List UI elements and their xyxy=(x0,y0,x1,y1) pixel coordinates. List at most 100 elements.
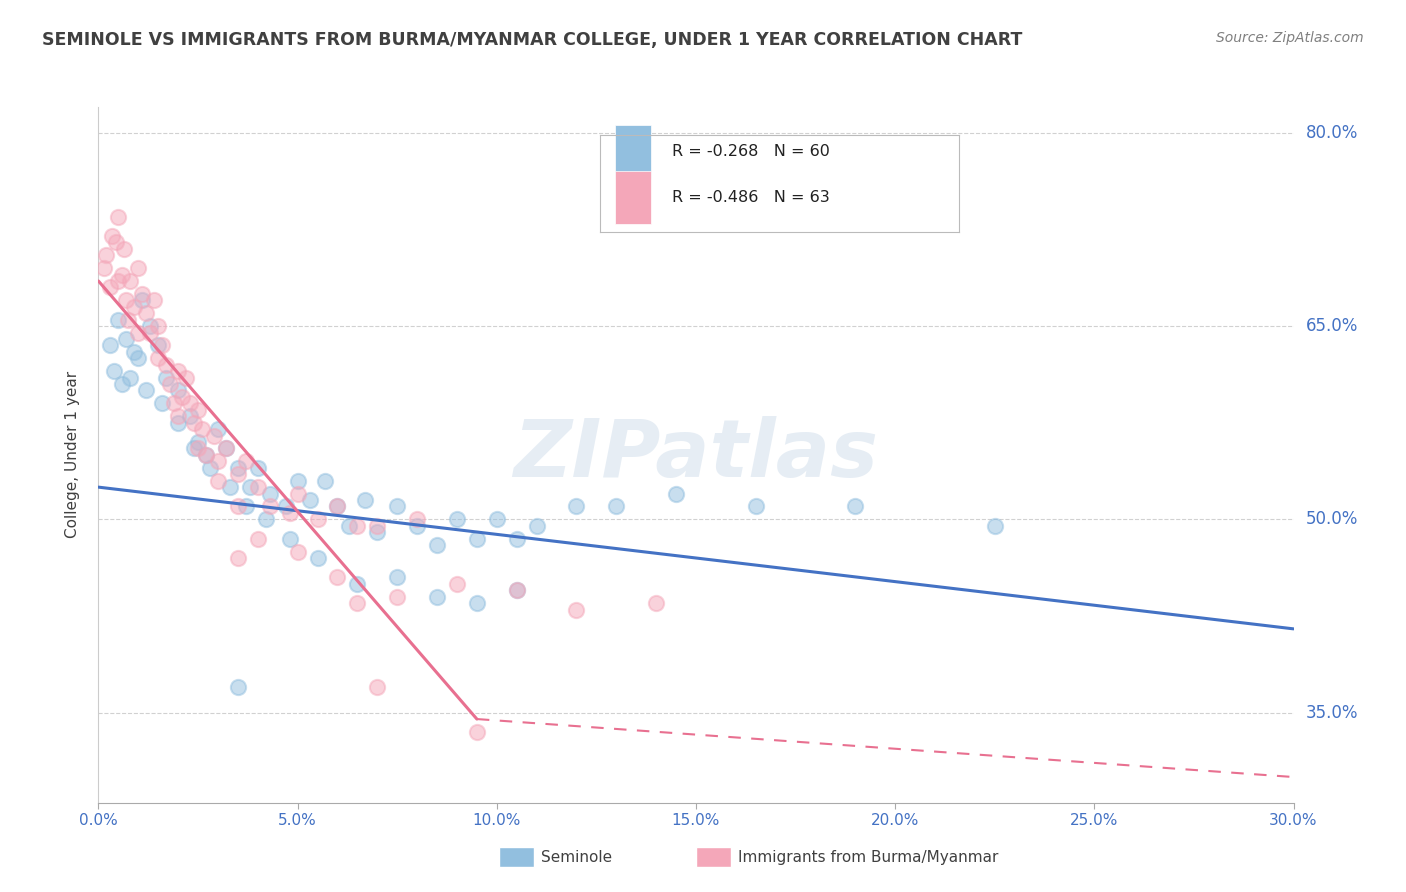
Point xyxy=(235,500,257,514)
Point xyxy=(506,583,529,598)
Point xyxy=(226,467,249,482)
Point xyxy=(172,390,194,404)
Text: ZIPatlas: ZIPatlas xyxy=(513,416,879,494)
Point xyxy=(565,602,588,616)
Point xyxy=(226,460,249,475)
Point xyxy=(148,351,170,366)
Point xyxy=(111,377,134,392)
Point xyxy=(506,532,529,546)
Point xyxy=(235,454,257,468)
Point xyxy=(159,377,181,392)
Point xyxy=(346,596,368,610)
Point xyxy=(120,274,142,288)
Point xyxy=(148,319,170,334)
Point xyxy=(465,596,488,610)
Point xyxy=(745,500,768,514)
Point xyxy=(665,486,688,500)
Point xyxy=(278,506,301,520)
Point xyxy=(167,416,190,430)
Point xyxy=(187,402,209,417)
Point xyxy=(195,448,218,462)
Text: Seminole: Seminole xyxy=(541,850,613,864)
Point xyxy=(239,480,262,494)
Point xyxy=(120,370,142,384)
Point xyxy=(366,518,388,533)
Point xyxy=(406,512,429,526)
Point xyxy=(167,409,190,424)
Point xyxy=(195,448,218,462)
Point xyxy=(226,680,249,694)
Point xyxy=(254,512,277,526)
Text: 65.0%: 65.0% xyxy=(1305,317,1358,335)
Point xyxy=(226,551,249,566)
Point xyxy=(148,338,170,352)
Point xyxy=(115,332,138,346)
Point xyxy=(101,228,124,243)
Point xyxy=(385,590,409,604)
Point xyxy=(307,551,329,566)
Point xyxy=(406,518,429,533)
Point xyxy=(179,409,201,424)
Point xyxy=(183,442,205,456)
Point xyxy=(983,518,1005,533)
Point xyxy=(150,396,173,410)
Point xyxy=(485,512,508,526)
Point xyxy=(287,486,309,500)
Point xyxy=(326,500,349,514)
Point xyxy=(207,454,229,468)
Point xyxy=(139,319,162,334)
Point xyxy=(385,570,409,584)
Point xyxy=(98,280,122,294)
Point xyxy=(298,493,321,508)
Point xyxy=(215,442,238,456)
Text: Source: ZipAtlas.com: Source: ZipAtlas.com xyxy=(1216,31,1364,45)
Point xyxy=(187,435,209,450)
Point xyxy=(565,500,588,514)
Point xyxy=(287,474,309,488)
Point xyxy=(131,293,153,308)
Point xyxy=(174,370,197,384)
Point xyxy=(226,500,249,514)
Point xyxy=(124,300,146,314)
Point xyxy=(326,570,349,584)
Point xyxy=(155,358,177,372)
Point xyxy=(131,286,153,301)
Point xyxy=(526,518,548,533)
Text: 35.0%: 35.0% xyxy=(1305,704,1358,722)
Point xyxy=(844,500,866,514)
Point xyxy=(219,480,242,494)
Point xyxy=(278,532,301,546)
Point xyxy=(103,364,125,378)
Point xyxy=(605,500,627,514)
Point xyxy=(274,500,297,514)
Point xyxy=(150,338,173,352)
Text: SEMINOLE VS IMMIGRANTS FROM BURMA/MYANMAR COLLEGE, UNDER 1 YEAR CORRELATION CHAR: SEMINOLE VS IMMIGRANTS FROM BURMA/MYANMA… xyxy=(42,31,1022,49)
Point xyxy=(446,576,468,591)
Text: 50.0%: 50.0% xyxy=(1305,510,1358,528)
Point xyxy=(465,725,488,739)
Point xyxy=(346,518,368,533)
Text: 80.0%: 80.0% xyxy=(1305,124,1358,142)
Point xyxy=(446,512,468,526)
Point xyxy=(111,268,134,282)
Point xyxy=(287,544,309,558)
Point xyxy=(167,384,190,398)
Point xyxy=(124,344,146,359)
Text: Immigrants from Burma/Myanmar: Immigrants from Burma/Myanmar xyxy=(738,850,998,864)
Point xyxy=(385,500,409,514)
Point xyxy=(135,384,157,398)
Point xyxy=(207,474,229,488)
Point xyxy=(202,428,225,442)
Point xyxy=(183,416,205,430)
Point xyxy=(645,596,668,610)
Point xyxy=(93,261,115,276)
Point xyxy=(115,293,138,308)
Point xyxy=(107,210,129,224)
Point xyxy=(139,326,162,340)
Point xyxy=(187,442,209,456)
Point xyxy=(326,500,349,514)
Point xyxy=(465,532,488,546)
Point xyxy=(135,306,157,320)
Point xyxy=(198,460,221,475)
Point xyxy=(307,512,329,526)
